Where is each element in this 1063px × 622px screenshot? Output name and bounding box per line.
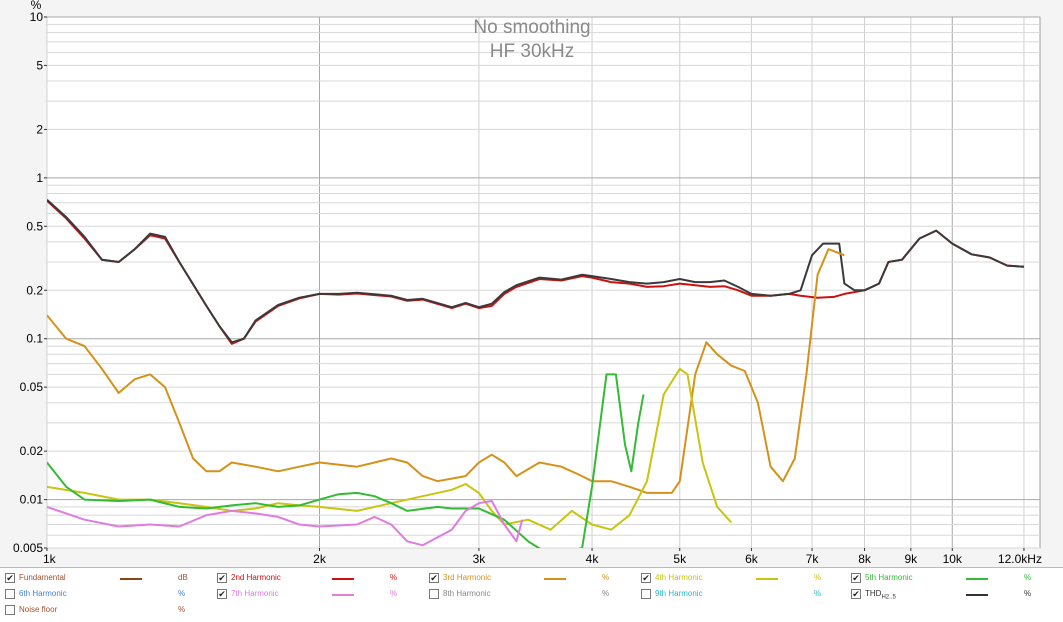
legend-checkbox-4th-harmonic[interactable]: ✔: [641, 573, 651, 583]
plot-area: [46, 16, 1041, 549]
legend-swatch: [756, 578, 778, 580]
legend-unit: %: [1024, 589, 1032, 598]
y-axis-label: %: [31, 0, 42, 12]
legend-swatch: [332, 594, 354, 596]
legend-unit: %: [814, 573, 822, 582]
x-tick-label: 8k: [858, 552, 872, 566]
grid-lines: [46, 16, 1040, 549]
legend-checkbox-9th-harmonic[interactable]: [641, 589, 651, 599]
legend-item-8th-harmonic[interactable]: 8th Harmonic%: [424, 586, 634, 602]
y-tick-label: 0.01: [20, 493, 44, 507]
y-axis-ticks: 0.005 0.01 0.02 0.05 0.1 0.2 0.5 1 2 5 10: [13, 10, 47, 555]
y-tick-label: 0.1: [26, 332, 43, 346]
legend-label: Fundamental: [19, 573, 66, 582]
legend-swatch: [120, 578, 142, 580]
x-tick-label: 9k: [905, 552, 919, 566]
legend-item-7th-harmonic[interactable]: ✔ 7th Harmonic%: [212, 586, 422, 602]
legend-label: Noise floor: [19, 605, 58, 614]
legend-item-6th-harmonic[interactable]: 6th Harmonic%: [0, 586, 210, 602]
x-axis-ticks: 1k 2k 3k 4k 5k 6k 7k 8k 9k 10k 12.0kHz: [43, 548, 1042, 566]
legend-checkbox-6th-harmonic[interactable]: [5, 589, 15, 599]
series-line-7th-harmonic: [47, 500, 524, 547]
legend-label: 6th Harmonic: [19, 589, 67, 598]
y-tick-label: 0.5: [26, 219, 43, 233]
legend-item-5th-harmonic[interactable]: ✔ 5th Harmonic%: [846, 570, 1056, 586]
legend-label-subscript: H2..5: [881, 594, 896, 601]
legend-item-3rd-harmonic[interactable]: ✔ 3rd Harmonic%: [424, 570, 634, 586]
legend-unit: %: [390, 589, 398, 598]
y-tick-label: 0.2: [26, 283, 43, 297]
legend-item-thd[interactable]: ✔ THDH2..5%: [846, 586, 1056, 602]
legend-swatch: [966, 594, 988, 596]
y-tick-label: 0.05: [20, 380, 44, 394]
legend-checkbox-2nd-harmonic[interactable]: ✔: [217, 573, 227, 583]
legend-item-2nd-harmonic[interactable]: ✔ 2nd Harmonic%: [212, 570, 422, 586]
legend-unit: %: [178, 605, 186, 614]
legend-swatch: [966, 578, 988, 580]
legend-unit: %: [602, 589, 610, 598]
legend-label: 4th Harmonic: [655, 573, 703, 582]
series-lines: [47, 199, 1025, 548]
distortion-chart: 0.005 0.01 0.02 0.05 0.1 0.2 0.5 1 2 5 10 1k 2k 3k 4k…: [12, 0, 1042, 566]
series-line-5th-harmonic: [47, 373, 645, 548]
legend-checkbox-5th-harmonic[interactable]: ✔: [851, 573, 861, 583]
y-tick-label: 0.005: [13, 541, 43, 555]
legend-item-9th-harmonic[interactable]: 9th Harmonic%: [636, 586, 846, 602]
legend-unit: %: [814, 589, 822, 598]
legend-label: THDH2..5: [865, 589, 896, 601]
legend-item-fundamental[interactable]: ✔ Fundamental dB: [0, 570, 210, 586]
legend-unit: %: [390, 573, 398, 582]
legend-checkbox-8th-harmonic[interactable]: [429, 589, 439, 599]
legend-checkbox-3rd-harmonic[interactable]: ✔: [429, 573, 439, 583]
legend-label: 5th Harmonic: [865, 573, 913, 582]
legend-label: 3rd Harmonic: [443, 573, 492, 582]
legend-swatch: [544, 578, 566, 580]
legend-swatch: [332, 578, 354, 580]
legend-label: 8th Harmonic: [443, 589, 491, 598]
legend-unit: dB: [178, 573, 188, 582]
legend-item-4th-harmonic[interactable]: ✔ 4th Harmonic%: [636, 570, 846, 586]
legend-unit: %: [1024, 573, 1032, 582]
x-tick-label: 3k: [473, 552, 487, 566]
legend-checkbox-7th-harmonic[interactable]: ✔: [217, 589, 227, 599]
x-tick-label: 10k: [943, 552, 963, 566]
legend-checkbox-thd[interactable]: ✔: [851, 589, 861, 599]
legend-checkbox-fundamental[interactable]: ✔: [5, 573, 15, 583]
legend-unit: %: [178, 589, 186, 598]
series-line-3rd-harmonic: [47, 248, 845, 494]
legend-item-noise-floor[interactable]: Noise floor%: [0, 602, 210, 618]
x-tick-label: 7k: [806, 552, 820, 566]
chart-title-line-1: No smoothing: [473, 17, 590, 38]
y-tick-label: 0.02: [20, 444, 44, 458]
x-tick-label: 12.0kHz: [998, 552, 1042, 566]
legend-label: 2nd Harmonic: [231, 573, 281, 582]
legend-unit: %: [602, 573, 610, 582]
x-tick-label: 4k: [586, 552, 600, 566]
x-tick-label: 6k: [745, 552, 759, 566]
legend-label: 9th Harmonic: [655, 589, 703, 598]
y-tick-label: 2: [36, 122, 43, 136]
x-tick-label: 2k: [313, 552, 327, 566]
x-tick-label: 5k: [673, 552, 687, 566]
x-tick-label: 1k: [43, 552, 57, 566]
legend-checkbox-noise-floor[interactable]: [5, 605, 15, 615]
legend-label: 7th Harmonic: [231, 589, 279, 598]
y-tick-label: 5: [36, 58, 43, 72]
series-line-thd-h2-5: [47, 199, 1025, 344]
y-tick-label: 10: [30, 10, 44, 24]
y-tick-label: 1: [36, 171, 43, 185]
legend: ✔ Fundamental dB ✔ 2nd Harmonic% ✔ 3rd Harmoni…: [0, 567, 1063, 622]
chart-title-line-2: HF 30kHz: [490, 41, 574, 62]
